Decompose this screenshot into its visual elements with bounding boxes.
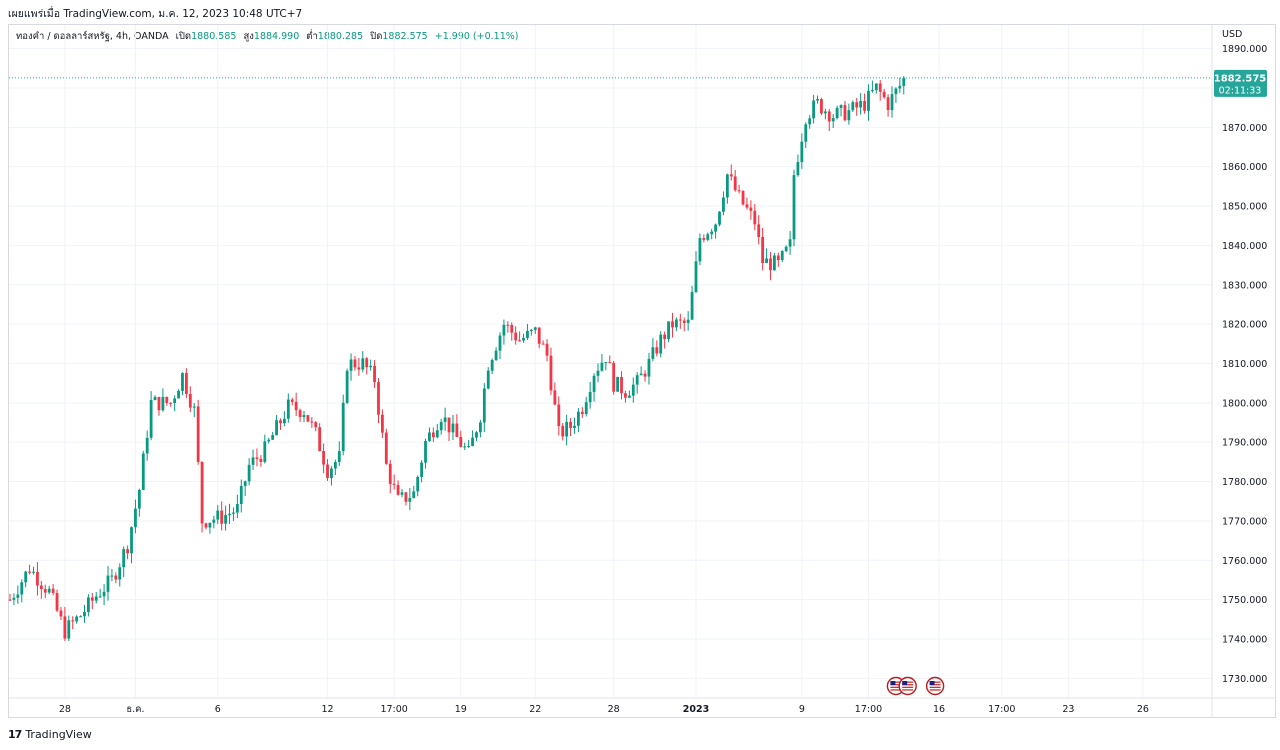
close-value: 1882.575 [382,31,428,42]
chart-legend: ทองคำ / ดอลลาร์สหรัฐ, 4h, OANDA เปิด1880… [16,29,518,44]
currency-unit[interactable]: USD [1222,29,1243,40]
high-label: สูง [243,31,254,42]
footer-brand[interactable]: 17 TradingView [8,728,92,741]
change-value: +1.990 (+0.11%) [434,31,519,42]
open-value: 1880.585 [191,31,237,42]
brand-name: TradingView [25,728,92,741]
tradingview-logo-icon: 17 [8,728,22,741]
chart-frame[interactable] [8,24,1276,718]
close-label: ปิด [370,31,383,42]
open-label: เปิด [175,31,192,42]
published-info: เผยแพร่เมื่อ TradingView.com, ม.ค. 12, 2… [8,8,303,20]
symbol-name[interactable]: ทองคำ / ดอลลาร์สหรัฐ, 4h, OANDA [16,31,169,42]
low-value: 1880.285 [317,31,364,42]
low-label: ต่ำ [306,31,318,42]
high-value: 1884.990 [253,31,300,42]
